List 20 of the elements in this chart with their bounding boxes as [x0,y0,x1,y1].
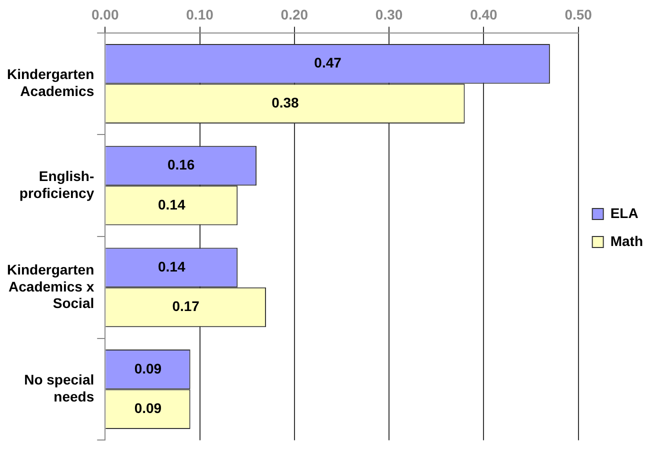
legend-label: Math [610,232,644,249]
x-tick-label: 0.20 [280,6,308,22]
data-label: 0.09 [134,400,162,416]
x-tick-label: 0.40 [470,6,498,22]
data-label: 0.09 [134,360,162,376]
data-label: 0.14 [158,258,186,274]
y-tick-label: No special needs [24,372,94,405]
data-label: 0.17 [172,298,200,314]
x-tick-label: 0.50 [564,6,592,22]
data-label: 0.16 [167,156,195,173]
x-tick-label: 0.00 [92,6,119,22]
data-label: 0.14 [158,196,186,212]
legend-label: ELA [610,204,638,221]
y-tick-label: English-proficiency [19,168,94,201]
y-tick-label: Kindergarten Academics x Social [7,261,94,312]
y-tick-label: Kindergarten Academics [7,66,94,99]
x-tick-label: 0.10 [186,6,214,22]
data-label: 0.47 [314,54,342,71]
data-label: 0.38 [272,94,300,110]
x-tick-label: 0.30 [375,6,403,22]
